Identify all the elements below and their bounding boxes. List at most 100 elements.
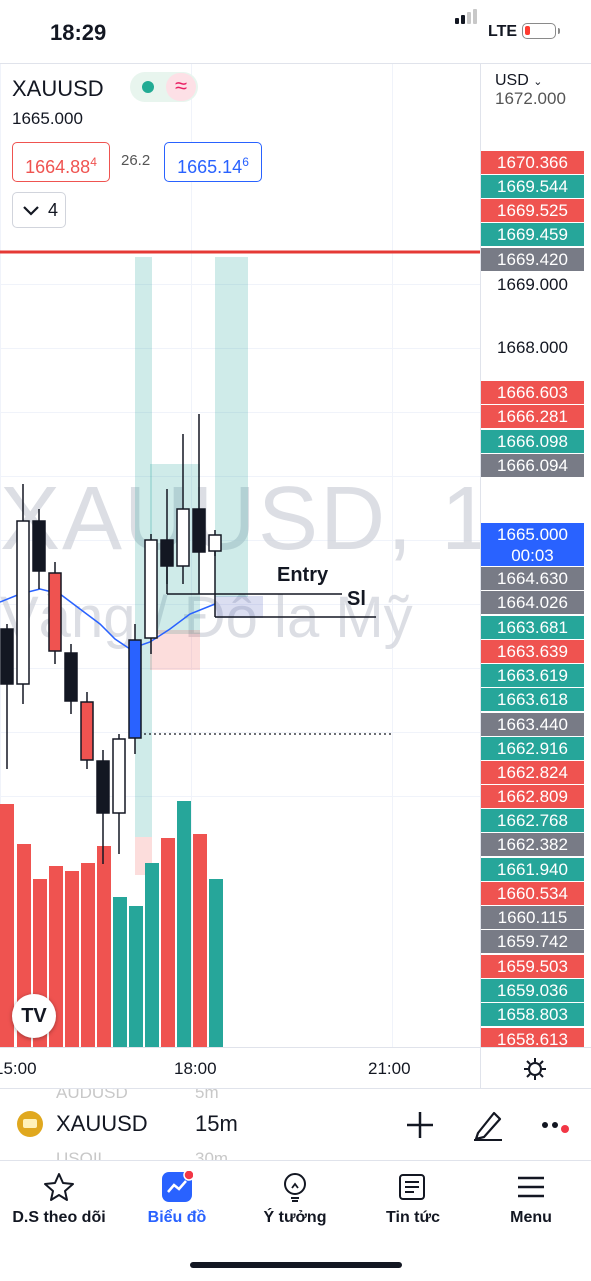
nav-label: Biểu đồ [147,1209,207,1226]
price-axis-label: 1659.742 [481,930,584,953]
market-open-icon [142,81,154,93]
star-icon [44,1173,74,1201]
spread-value: 26.2 [121,152,151,169]
chart-watermark-symbol: XAUUSD, 15 [0,469,480,569]
nav-label: Menu [510,1209,552,1226]
nav-news[interactable]: Tin tức [354,1161,472,1241]
chevron-down-icon [23,206,39,216]
last-price: 1665.000 [12,109,83,128]
symbol-toolbar: AUDUSD 5m USOIL 30m XAUUSD 15m [0,1088,591,1161]
price-axis-label: 1663.681 [481,616,584,639]
price-axis-label: 1668.000 [497,338,568,357]
bid-price: 1664.88 [25,157,91,177]
price-axis-label: 1663.440 [481,713,584,736]
sl-label[interactable]: Sl [347,588,366,610]
sell-button[interactable]: 1664.884 [12,142,110,182]
tradingview-logo-icon[interactable]: TV [12,994,56,1038]
buy-button[interactable]: 1665.146 [164,142,262,182]
price-axis-label: 1669.525 [481,199,584,222]
indicators-toggle[interactable]: 4 [12,192,66,228]
menu-icon [518,1176,544,1198]
price-axis-label: 1663.619 [481,664,584,687]
settings-gear-icon[interactable] [523,1057,547,1081]
plus-icon[interactable] [405,1110,435,1140]
nav-label: Tin tức [386,1209,440,1226]
price-axis-label: 1658.613 [481,1028,584,1048]
currency-selector[interactable]: USD ⌄ [495,72,547,90]
chart-canvas [0,250,480,1048]
more-icon[interactable] [540,1117,574,1137]
entry-label[interactable]: Entry [277,564,329,586]
nav-watchlist[interactable]: D.S theo dõi [0,1161,118,1241]
price-axis-label: 00:03 [481,544,584,566]
price-axis-label: 1664.630 [481,567,584,590]
home-indicator [190,1262,402,1268]
price-axis-label: 1666.098 [481,430,584,453]
status-bar: 18:29 LTE [0,0,591,62]
time-label: 21:00 [368,1059,411,1078]
battery-icon [522,23,560,39]
symbol-selector[interactable]: XAUUSD [56,1111,148,1136]
network-label: LTE [488,23,518,40]
price-axis-label: 1658.803 [481,1003,584,1026]
price-axis-label: 1664.026 [481,591,584,614]
price-axis-label: 1666.603 [481,381,584,404]
top-partial-label: 1672.000 [495,89,566,108]
price-axis-label: 1666.281 [481,405,584,428]
price-axis-label: 1663.618 [481,688,584,711]
ghost-timeframe: 30m [195,1149,229,1161]
volume-bars [0,801,223,1048]
price-axis-label: 1663.639 [481,640,584,663]
gold-icon [17,1111,43,1137]
price-axis-label: 1669.544 [481,175,584,198]
bid-price-fraction: 4 [90,155,97,169]
target-zone-mid [150,464,200,634]
ghost-symbol: AUDUSD [56,1088,128,1102]
price-axis-label: 1665.000 [481,523,584,548]
candles [0,414,222,864]
ghost-timeframe: 5m [195,1088,219,1102]
nav-label: D.S theo dõi [12,1209,106,1226]
moving-average-line [0,588,216,650]
status-time: 18:29 [50,20,107,45]
timeframe-selector[interactable]: 15m [195,1111,238,1136]
nav-chart[interactable]: Biểu đồ [118,1161,236,1241]
price-axis-label: 1659.503 [481,955,584,978]
chart-pane[interactable]: XAUUSD, 15 Vàng / Đô la Mỹ [0,63,480,1048]
price-axis-label: 1662.824 [481,761,584,784]
price-axis-label: 1669.000 [497,275,568,294]
price-axis-label: 1669.420 [481,248,584,271]
time-label: 15:00 [0,1059,37,1078]
indicators-count: 4 [48,200,59,220]
chart-symbol[interactable]: XAUUSD [12,76,104,101]
price-axis-label: 1666.094 [481,454,584,477]
nav-label: Ý tưởng [263,1209,327,1226]
drawing-pen-icon[interactable] [472,1107,504,1141]
lightbulb-icon [284,1173,306,1202]
chart-icon [162,1171,193,1202]
bottom-navigation: D.S theo dõi Biểu đồ Ý tưởng Tin tức Men… [0,1160,591,1281]
ghost-symbol: USOIL [56,1149,108,1161]
price-axis-label: 1662.382 [481,833,584,856]
stop-zone-right [215,596,263,618]
ask-price-fraction: 6 [242,155,249,169]
price-axis-label: 1660.534 [481,882,584,905]
market-status-badge[interactable]: ≈ [130,72,198,102]
price-axis[interactable]: 1672.000 USD ⌄ 1670.366 1669.544 1669.525 1… [480,63,591,1048]
time-axis[interactable]: 15:00 18:00 21:00 [0,1047,591,1088]
wave-icon: ≈ [166,73,196,101]
price-axis-label: 1662.768 [481,809,584,832]
price-axis-label: 1662.916 [481,737,584,760]
news-icon [399,1174,425,1200]
ask-price: 1665.14 [177,157,243,177]
nav-ideas[interactable]: Ý tưởng [236,1161,354,1241]
price-axis-label: 1662.809 [481,785,584,808]
time-label: 18:00 [174,1059,217,1078]
price-axis-label: 1660.115 [481,906,584,929]
price-axis-label: 1661.940 [481,858,584,881]
price-axis-label: 1659.036 [481,979,584,1002]
chevron-down-icon: ⌄ [533,76,543,88]
price-axis-label: 1669.459 [481,223,584,246]
nav-menu[interactable]: Menu [472,1161,590,1241]
price-axis-label: 1670.366 [481,151,584,174]
